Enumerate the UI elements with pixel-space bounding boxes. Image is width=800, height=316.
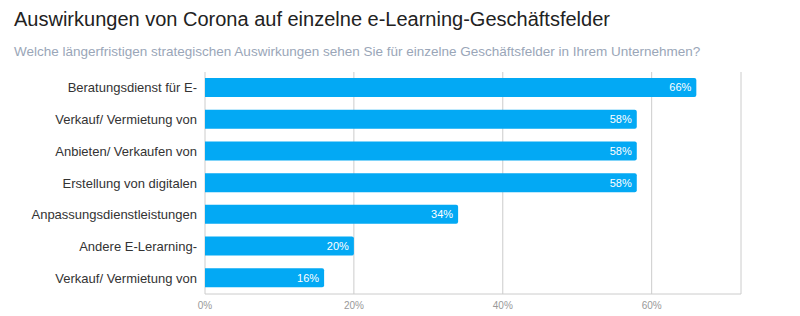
- svg-text:Verkauf/ Vermietung von: Verkauf/ Vermietung von: [55, 271, 197, 286]
- svg-text:20%: 20%: [344, 300, 364, 311]
- svg-text:20%: 20%: [327, 240, 349, 252]
- svg-text:Anbieten/ Verkaufen von: Anbieten/ Verkaufen von: [55, 144, 197, 159]
- svg-text:Beratungsdienst für E-: Beratungsdienst für E-: [68, 80, 197, 95]
- svg-text:66%: 66%: [669, 81, 691, 93]
- svg-text:Anpassungsdienstleistungen: Anpassungsdienstleistungen: [31, 207, 197, 222]
- html-text:Auswirkungen von Corona auf ei: Auswirkungen von Corona auf einzelne e-L…: [14, 8, 610, 30]
- svg-text:34%: 34%: [431, 208, 453, 220]
- svg-text:58%: 58%: [610, 177, 632, 189]
- svg-text:Andere E-Lerarning-: Andere E-Lerarning-: [79, 239, 197, 254]
- svg-text:0%: 0%: [198, 300, 213, 311]
- html-text:Welche längerfristigen strateg: Welche längerfristigen strategischen Aus…: [14, 44, 701, 59]
- svg-text:Erstellung von digitalen: Erstellung von digitalen: [63, 176, 197, 191]
- svg-text:58%: 58%: [610, 113, 632, 125]
- svg-text:40%: 40%: [493, 300, 513, 311]
- svg-text:Verkauf/ Vermietung von: Verkauf/ Vermietung von: [55, 112, 197, 127]
- svg-text:58%: 58%: [610, 145, 632, 157]
- svg-text:60%: 60%: [642, 300, 662, 311]
- svg-text:16%: 16%: [297, 272, 319, 284]
